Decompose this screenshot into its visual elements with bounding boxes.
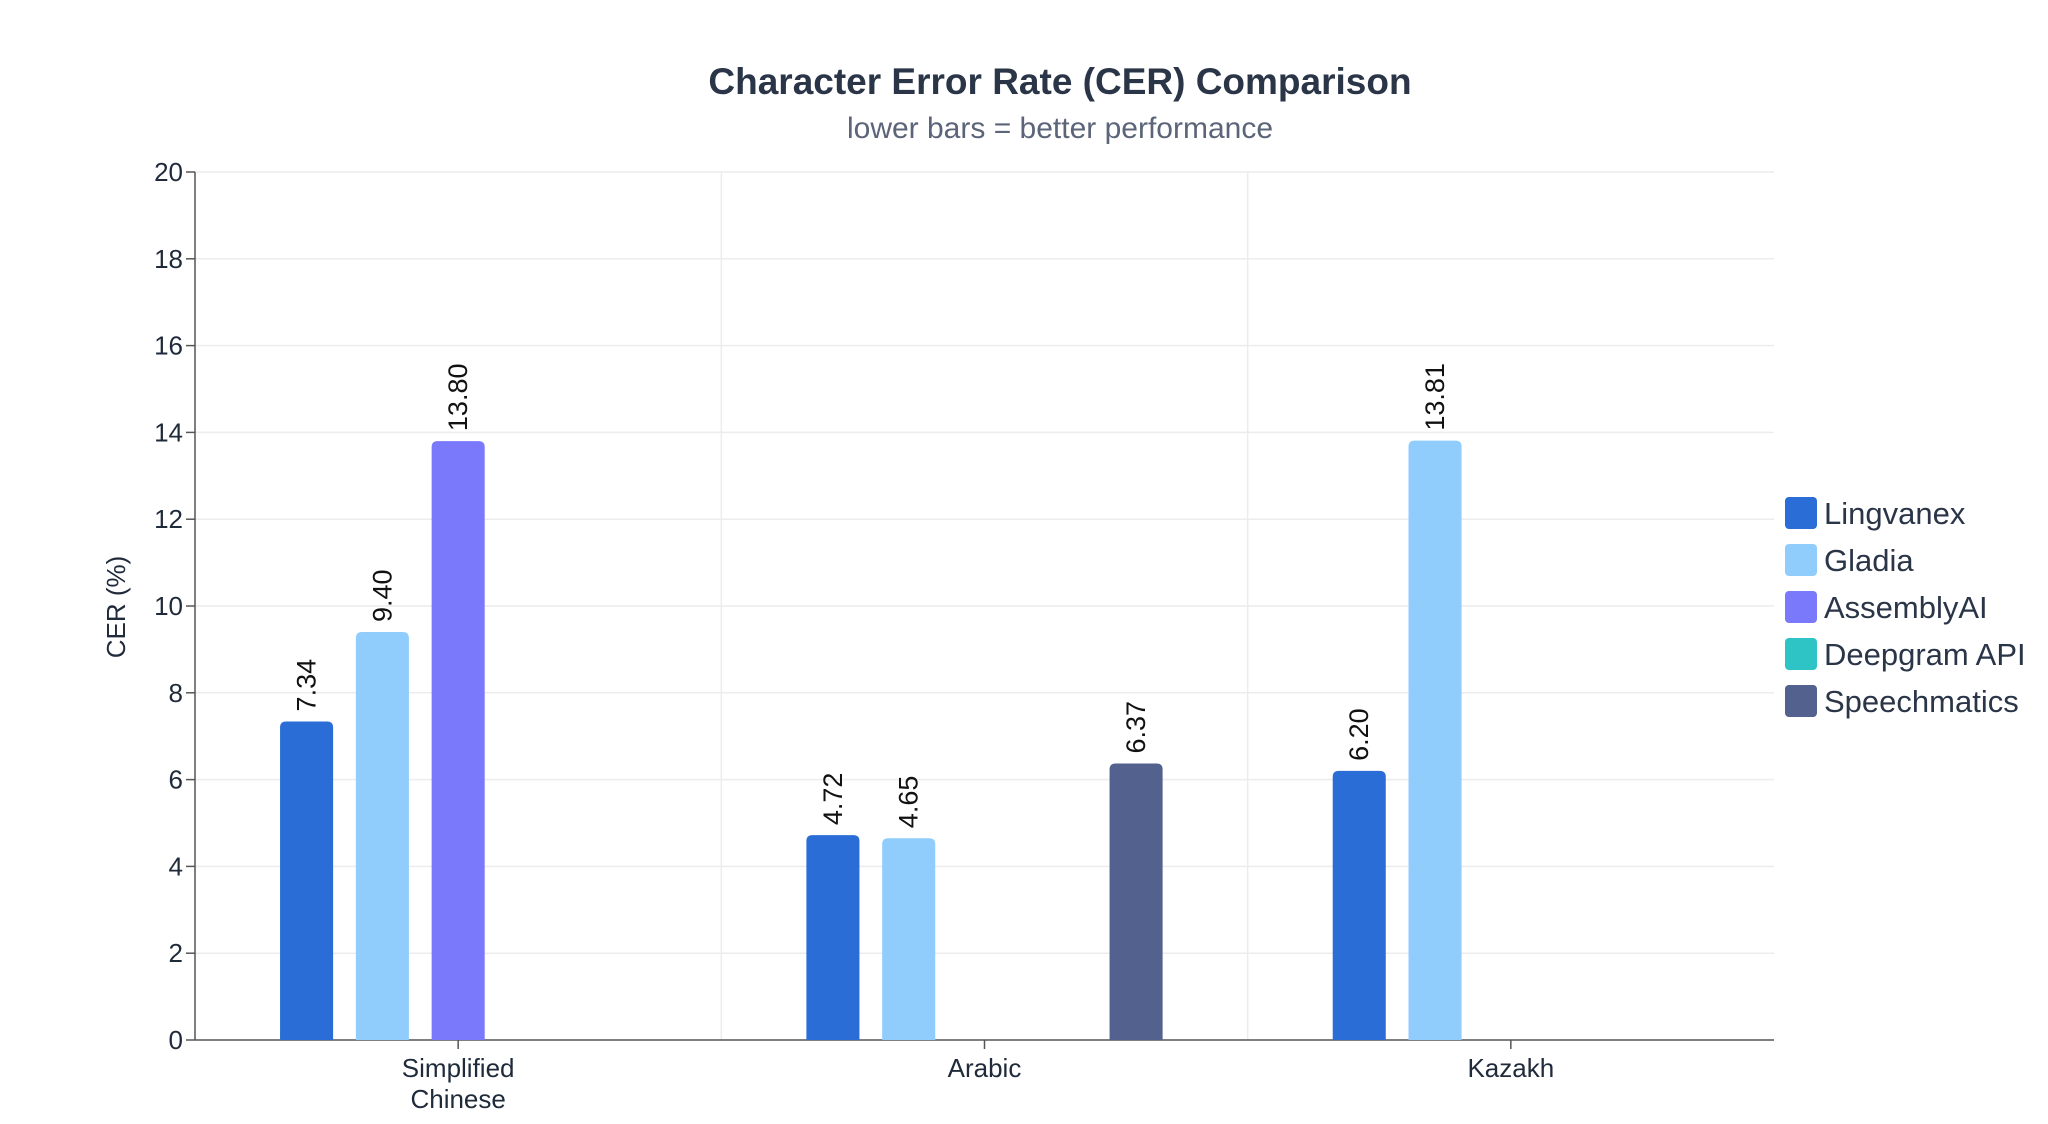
legend-label: Deepgram API bbox=[1824, 637, 2026, 672]
legend-item-lingvanex[interactable]: Lingvanex bbox=[1785, 496, 1966, 531]
y-tick-label: 8 bbox=[169, 678, 183, 708]
legend-item-gladia[interactable]: Gladia bbox=[1785, 543, 1914, 578]
bar-gladia bbox=[1408, 440, 1462, 1040]
legend-swatch bbox=[1785, 544, 1817, 576]
data-label: 6.37 bbox=[1121, 701, 1151, 754]
y-tick-label: 14 bbox=[154, 417, 183, 447]
y-tick-label: 0 bbox=[169, 1025, 183, 1055]
x-tick-label: Simplified Chinese bbox=[402, 1053, 515, 1114]
data-label: 4.72 bbox=[818, 773, 848, 826]
data-label: 13.81 bbox=[1420, 363, 1450, 431]
legend-item-deepgram-api[interactable]: Deepgram API bbox=[1785, 637, 2026, 672]
legend-label: Speechmatics bbox=[1824, 684, 2019, 719]
legend[interactable]: Lingvanex Gladia AssemblyAI Deepgram API Spe… bbox=[1785, 496, 2026, 719]
x-tick-label: Kazakh bbox=[1467, 1053, 1554, 1083]
data-label: 7.34 bbox=[292, 659, 322, 712]
y-tick-label: 10 bbox=[154, 591, 183, 621]
data-label: 9.40 bbox=[367, 569, 397, 622]
legend-label: Gladia bbox=[1824, 543, 1914, 578]
bar-assemblyai bbox=[431, 441, 485, 1041]
legend-swatch bbox=[1785, 497, 1817, 529]
y-axis-label: CER (%) bbox=[101, 556, 131, 659]
bar-lingvanex bbox=[1332, 770, 1386, 1040]
legend-swatch bbox=[1785, 685, 1817, 717]
legend-swatch bbox=[1785, 591, 1817, 623]
legend-item-assemblyai[interactable]: AssemblyAI bbox=[1785, 590, 1988, 625]
bar-gladia bbox=[355, 632, 409, 1040]
y-tick-label: 20 bbox=[154, 157, 183, 187]
chart-subtitle: lower bars = better performance bbox=[847, 112, 1273, 145]
chart-title: Character Error Rate (CER) Comparison bbox=[708, 61, 1411, 102]
y-tick-label: 18 bbox=[154, 244, 183, 274]
y-tick-label: 4 bbox=[169, 851, 183, 881]
bar-speechmatics bbox=[1109, 763, 1163, 1040]
bar-gladia bbox=[882, 838, 936, 1040]
data-label: 13.80 bbox=[443, 364, 473, 432]
bar-lingvanex bbox=[806, 835, 860, 1040]
data-label: 6.20 bbox=[1344, 708, 1374, 761]
y-tick-label: 12 bbox=[154, 504, 183, 534]
legend-label: Lingvanex bbox=[1824, 496, 1966, 531]
bars: 7.34 4.72 6.20 9.40 4.65 13.81 13.80 6.37 bbox=[280, 363, 1462, 1041]
y-tick-label: 6 bbox=[169, 765, 183, 795]
data-label: 4.65 bbox=[894, 776, 924, 829]
x-tick-label: Arabic bbox=[948, 1053, 1022, 1083]
y-tick-label: 16 bbox=[154, 331, 183, 361]
y-tick-label: 2 bbox=[169, 938, 183, 968]
legend-swatch bbox=[1785, 638, 1817, 670]
legend-label: AssemblyAI bbox=[1824, 590, 1988, 625]
legend-item-speechmatics[interactable]: Speechmatics bbox=[1785, 684, 2019, 719]
bar-lingvanex bbox=[280, 721, 334, 1040]
